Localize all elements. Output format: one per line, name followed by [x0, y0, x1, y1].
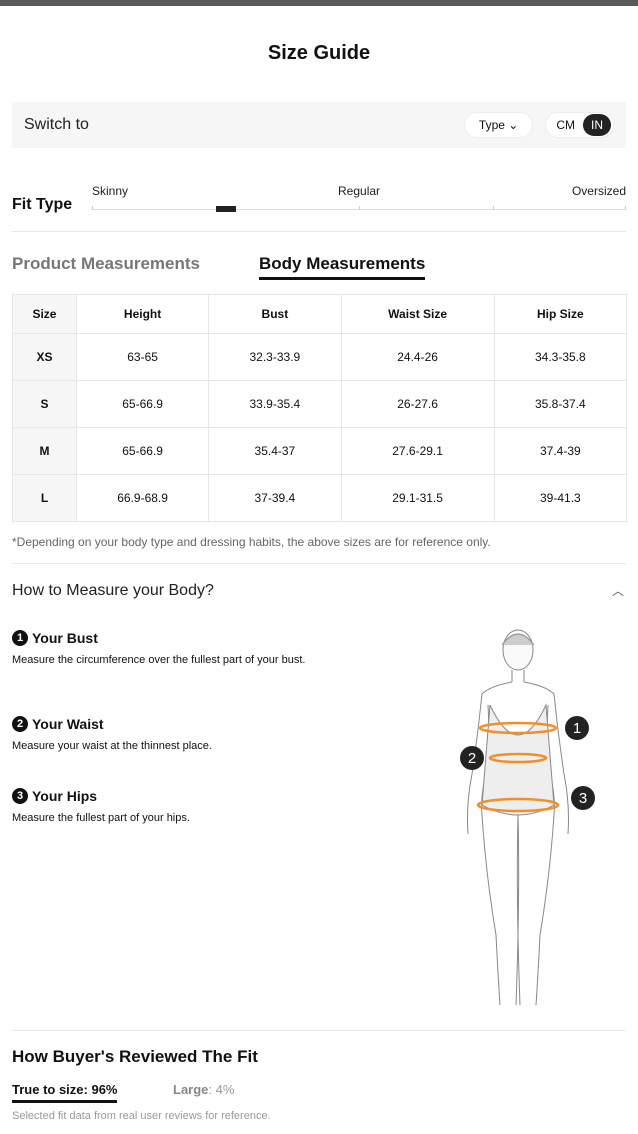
tab-product-measurements[interactable]: Product Measurements	[12, 254, 200, 273]
table-cell: 66.9-68.9	[75, 474, 210, 522]
top-bar	[0, 0, 638, 6]
chevron-up-icon[interactable]: ︿	[611, 584, 624, 598]
type-dropdown[interactable]: Type ⌄	[463, 112, 534, 138]
table-cell: 65-66.9	[75, 427, 210, 475]
table-cell: 39-41.3	[493, 474, 628, 522]
column-header: Size	[12, 294, 77, 334]
body-figure-illustration: 1 2 3	[460, 629, 595, 1006]
divider	[12, 1030, 626, 1031]
table-cell: 37-39.4	[208, 474, 342, 522]
divider	[12, 563, 626, 564]
column-header: Waist Size	[340, 294, 495, 334]
unit-cm[interactable]: CM	[556, 118, 575, 132]
table-cell: 65-66.9	[75, 380, 210, 428]
table-row: L 66.9-68.9 37-39.4 29.1-31.5 39-41.3	[12, 474, 628, 522]
table-cell: 33.9-35.4	[208, 380, 342, 428]
table-cell: S	[12, 380, 77, 428]
switch-label: Switch to	[24, 116, 89, 133]
table-cell: 63-65	[75, 333, 210, 381]
step-number: 3	[12, 788, 28, 804]
table-cell: 37.4-39	[493, 427, 628, 475]
step-waist: 2 Your Waist Measure your waist at the th…	[12, 716, 322, 753]
fit-oversized: Oversized	[571, 184, 626, 198]
table-cell: 29.1-31.5	[340, 474, 495, 522]
step-hips: 3 Your Hips Measure the fullest part of y…	[12, 788, 322, 825]
fit-marker	[215, 206, 236, 212]
fit-type: Fit Type Skinny Regular Oversized	[12, 180, 626, 232]
table-cell: 27.6-29.1	[340, 427, 495, 475]
unit-in[interactable]: IN	[583, 114, 611, 136]
large-label: Large	[173, 1082, 209, 1097]
table-row: M 65-66.9 35.4-37 27.6-29.1 37.4-39	[12, 427, 628, 475]
chevron-down-icon: ⌄	[504, 118, 519, 132]
table-cell: 34.3-35.8	[493, 333, 628, 381]
table-cell: L	[12, 474, 77, 522]
step-title: Your Waist	[32, 716, 104, 732]
page-title: Size Guide	[267, 42, 371, 64]
column-header: Hip Size	[493, 294, 628, 334]
step-bust: 1 Your Bust Measure the circumference ove…	[12, 630, 322, 667]
large-value: : 4%	[208, 1082, 235, 1097]
badge-3: 3	[579, 790, 587, 807]
step-number: 2	[12, 716, 28, 732]
table-row: XS 63-65 32.3-33.9 24.4-26 34.3-35.8	[12, 333, 628, 381]
fit-track	[92, 206, 626, 212]
how-to-measure-title[interactable]: How to Measure your Body?	[12, 582, 214, 599]
large-tab[interactable]: Large: 4%	[173, 1082, 234, 1097]
table-cell: 26-27.6	[340, 380, 495, 428]
table-cell: 35.8-37.4	[493, 380, 628, 428]
true-to-size-tab[interactable]: True to size: 96%	[12, 1082, 118, 1103]
table-cell: M	[12, 427, 77, 475]
badge-1: 1	[573, 720, 581, 737]
table-cell: 35.4-37	[208, 427, 342, 475]
table-cell: 32.3-33.9	[208, 333, 342, 381]
step-title: Your Bust	[32, 630, 98, 646]
table-cell: XS	[12, 333, 77, 381]
step-desc: Measure your waist at the thinnest place…	[12, 740, 212, 752]
step-desc: Measure the circumference over the fulle…	[12, 654, 306, 666]
review-title: How Buyer's Reviewed The Fit	[12, 1047, 258, 1066]
table-cell: 24.4-26	[340, 333, 495, 381]
unit-toggle[interactable]: CM IN	[545, 112, 614, 138]
column-header: Height	[75, 294, 210, 334]
step-title: Your Hips	[32, 788, 98, 804]
tab-body-measurements[interactable]: Body Measurements	[259, 254, 426, 280]
review-footnote: Selected fit data from real user reviews…	[12, 1110, 271, 1122]
fit-regular: Regular	[338, 184, 381, 198]
step-desc: Measure the fullest part of your hips.	[12, 812, 190, 824]
table-row: S 65-66.9 33.9-35.4 26-27.6 35.8-37.4	[12, 380, 628, 428]
reference-note: *Depending on your body type and dressin…	[12, 535, 491, 549]
step-number: 1	[12, 630, 28, 646]
size-table: Size Height Bust Waist Size Hip Size XS 63-65…	[12, 294, 628, 522]
type-label: Type	[478, 118, 505, 132]
badge-2: 2	[468, 750, 476, 767]
fit-type-label: Fit Type	[12, 196, 73, 213]
switch-bar: Switch to Type ⌄ CM IN	[12, 102, 626, 148]
column-header: Bust	[208, 294, 342, 334]
fit-skinny: Skinny	[92, 184, 129, 198]
